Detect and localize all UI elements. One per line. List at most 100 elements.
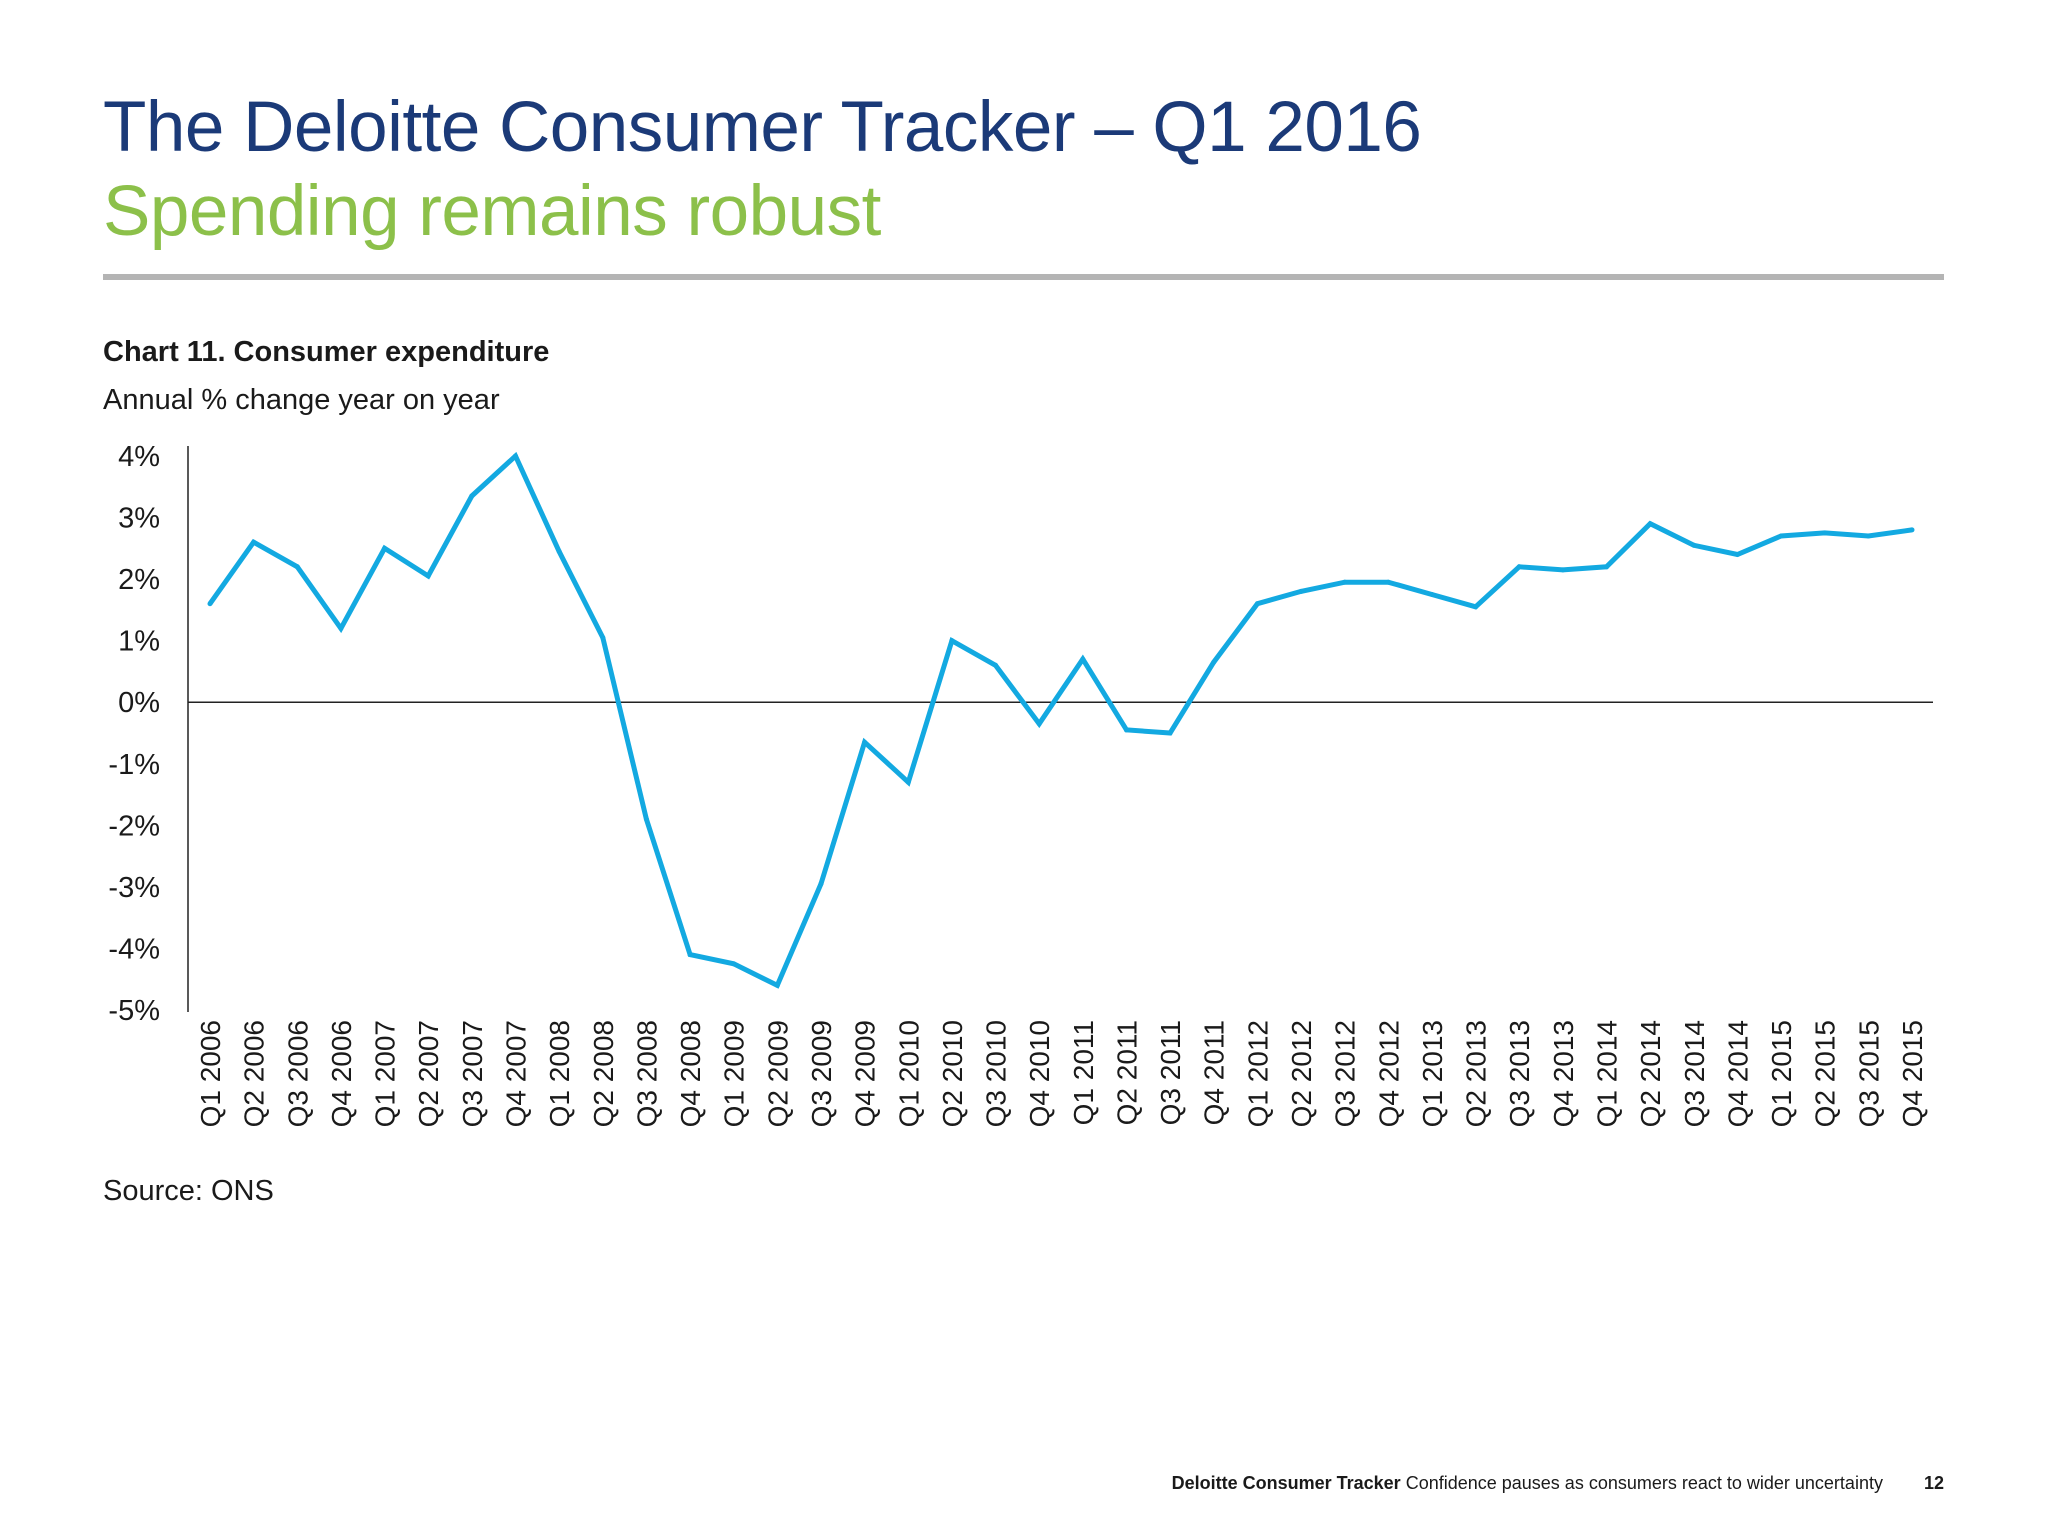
data-point [905,779,911,785]
title-divider [103,274,1944,280]
footer-brand: Deloitte Consumer Tracker [1171,1473,1401,1493]
y-tick-label: -2% [108,810,160,842]
x-tick-label: Q2 2009 [762,1020,793,1127]
data-point [1865,533,1871,539]
x-tick-label: Q1 2008 [544,1020,575,1127]
x-axis: Q1 2006 Q2 2006 Q3 2006 Q4 2006 Q1 2007 Q2 20… [195,1020,1928,1127]
chart-title: Chart 11. Consumer expenditure [103,336,550,368]
data-point [1778,533,1784,539]
x-tick-label: Q1 2014 [1592,1020,1623,1127]
page-title: The Deloitte Consumer Tracker – Q1 2016 [103,88,1422,167]
chart-source: Source: ONS [103,1175,274,1207]
data-point [1254,601,1260,607]
x-tick-label: Q3 2014 [1679,1020,1710,1127]
x-tick-label: Q1 2010 [893,1020,924,1127]
data-point [294,564,300,570]
x-tick-label: Q2 2006 [239,1020,270,1127]
y-tick-label: 3% [118,503,160,535]
x-tick-label: Q1 2007 [370,1020,401,1127]
data-point [643,816,649,822]
data-point [1560,567,1566,573]
data-point [207,601,213,607]
data-point [774,982,780,988]
data-point [818,881,824,887]
x-tick-label: Q2 2010 [937,1020,968,1127]
data-point [1123,727,1129,733]
x-tick-label: Q1 2011 [1068,1020,1099,1125]
y-axis: 4% 3% 2% 1% 0% -1% -2% -3% -4% -5% [108,441,1933,1027]
data-point [1647,521,1653,527]
data-point [1211,659,1217,665]
data-point [251,539,257,545]
y-tick-label: -3% [108,872,160,904]
y-tick-label: 0% [118,687,160,719]
x-tick-label: Q4 2009 [850,1020,881,1127]
x-tick-label: Q3 2009 [806,1020,837,1127]
data-point [512,453,518,459]
data-point [1909,527,1915,533]
data-point [993,662,999,668]
x-tick-label: Q4 2007 [500,1020,531,1127]
data-point [1342,579,1348,585]
x-tick-label: Q2 2013 [1461,1020,1492,1127]
y-tick-label: -5% [108,995,160,1027]
data-point [1385,579,1391,585]
x-tick-label: Q1 2006 [195,1020,226,1127]
x-tick-label: Q2 2012 [1286,1020,1317,1127]
data-point [382,545,388,551]
x-tick-label: Q3 2006 [282,1020,313,1127]
x-tick-label: Q4 2010 [1024,1020,1055,1127]
x-tick-label: Q3 2012 [1330,1020,1361,1127]
chart-subtitle: Annual % change year on year [103,384,500,416]
data-point [687,952,693,958]
page-number: 12 [1923,1473,1944,1493]
x-tick-label: Q2 2008 [588,1020,619,1127]
data-point [1036,721,1042,727]
series-group [207,451,1915,989]
data-point [731,961,737,967]
data-point [862,739,868,745]
x-tick-label: Q2 2011 [1111,1020,1142,1125]
data-point [425,573,431,579]
y-tick-label: -4% [108,933,160,965]
x-tick-label: Q3 2007 [457,1020,488,1127]
footer-text: Confidence pauses as consumers react to … [1405,1473,1883,1493]
data-point [600,635,606,641]
data-point [469,493,475,499]
x-tick-label: Q4 2006 [326,1020,357,1127]
data-point [1080,656,1086,662]
data-point [1734,551,1740,557]
series-line [207,451,1913,989]
x-tick-label: Q3 2008 [631,1020,662,1127]
data-point [1822,530,1828,536]
data-point [556,548,562,554]
x-tick-label: Q4 2014 [1722,1020,1753,1127]
x-tick-label: Q2 2014 [1635,1020,1666,1127]
y-tick-label: -1% [108,749,160,781]
x-tick-label: Q1 2015 [1766,1020,1797,1127]
x-tick-label: Q4 2011 [1199,1020,1230,1125]
data-point [1298,588,1304,594]
data-point [949,638,955,644]
x-tick-label: Q3 2011 [1155,1020,1186,1125]
x-tick-label: Q4 2013 [1548,1020,1579,1127]
page-footer: Deloitte Consumer Tracker Confidence pau… [1172,1473,1944,1494]
data-point [1516,564,1522,570]
x-tick-label: Q1 2013 [1417,1020,1448,1127]
y-tick-label: 2% [118,564,160,596]
y-tick-label: 4% [118,441,160,473]
x-tick-label: Q3 2013 [1504,1020,1535,1127]
data-point [1473,604,1479,610]
data-point [1604,564,1610,570]
y-tick-label: 1% [118,626,160,658]
data-point [338,625,344,631]
x-tick-label: Q2 2015 [1810,1020,1841,1127]
x-tick-label: Q1 2009 [719,1020,750,1127]
x-tick-label: Q4 2012 [1373,1020,1404,1127]
x-tick-label: Q3 2010 [981,1020,1012,1127]
data-point [1691,542,1697,548]
data-point [1429,592,1435,597]
x-tick-label: Q4 2015 [1897,1020,1928,1127]
x-tick-label: Q3 2015 [1853,1020,1884,1127]
